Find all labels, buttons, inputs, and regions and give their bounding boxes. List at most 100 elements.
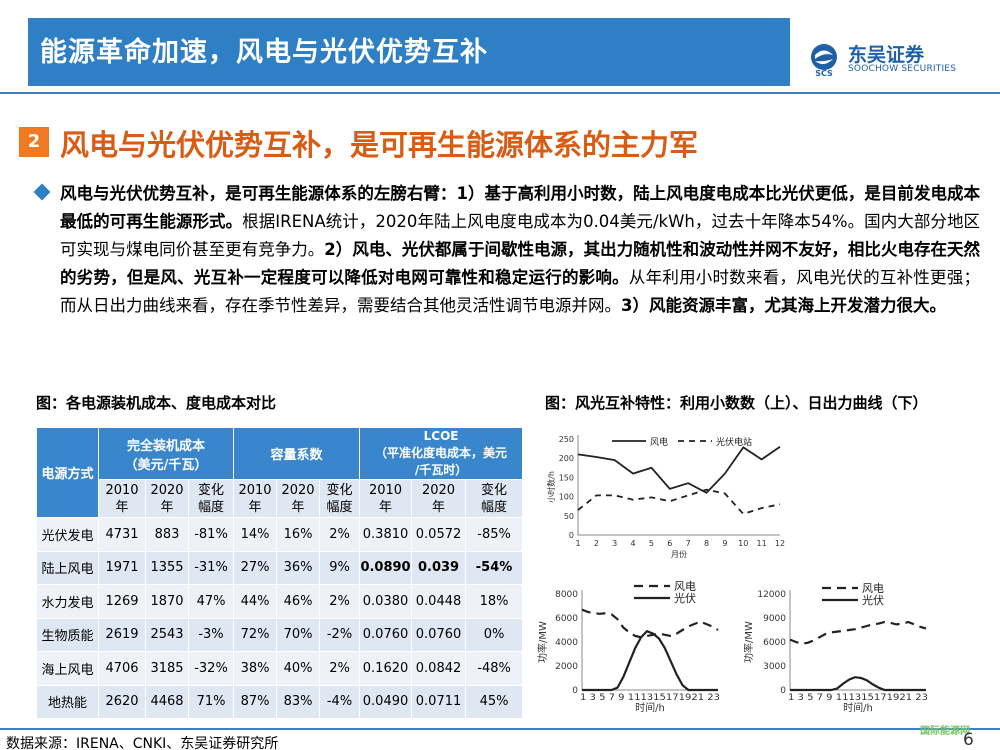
x-tick-label: 2 bbox=[594, 539, 599, 548]
body-text-2: 根据IRENA统计，2020年陆上风电度电成本为0.04美元/kWh，过去十年降… bbox=[60, 212, 981, 259]
x-axis-label: 时间/h bbox=[843, 701, 873, 714]
row-label: 生物质能 bbox=[36, 617, 99, 652]
body-paragraph: 风电与光伏优势互补，是可再生能源体系的左膀右臂：1）基于高利用小时数，陆上风电度… bbox=[60, 180, 980, 320]
table-header-install-cost: 完全装机成本 （美元/千瓦） bbox=[97, 427, 235, 480]
table-cell: 883 bbox=[145, 517, 189, 552]
table-subheader: 2020 年 bbox=[145, 479, 189, 518]
table-row: 水力发电 1269 1870 47% 44% 46% 2% 0.0380 0.0448 18% bbox=[36, 584, 524, 619]
data-source: 数据来源：IRENA、CNKI、东吴证券研究所 bbox=[6, 736, 279, 750]
table-cell: 0.0890 bbox=[359, 550, 413, 585]
table-cell: 2619 bbox=[98, 617, 146, 652]
table-cell: -4% bbox=[319, 684, 361, 719]
x-axis-label: 时间/h bbox=[635, 701, 665, 714]
table-cell: 0.0490 bbox=[359, 684, 413, 719]
table-subheader: 变化 幅度 bbox=[465, 479, 524, 518]
table-cell: 45% bbox=[465, 684, 524, 719]
utilization-hours-chart: 0501001502002501 2 3 4 5 6 7 8 9 10 11 12月份小时数/h风电光… bbox=[546, 435, 785, 559]
table-cell: 47% bbox=[187, 584, 235, 619]
table-row: 生物质能 2619 2543 -3% 72% 70% -2% 0.0760 0.0760 0% bbox=[36, 617, 524, 652]
x-tick-label: 10 bbox=[738, 539, 748, 548]
table-cell: 1971 bbox=[98, 550, 146, 585]
page-title: 能源革命加速，风电与光伏优势互补 bbox=[40, 37, 488, 68]
table-cell: 0.0842 bbox=[411, 651, 467, 686]
table-caption: 图：各电源装机成本、度电成本对比 bbox=[36, 394, 277, 412]
table-cell: 2543 bbox=[145, 617, 189, 652]
legend-label: 光伏电站 bbox=[716, 436, 752, 448]
series-line-1 bbox=[581, 608, 719, 639]
x-tick-label: 3 bbox=[612, 539, 617, 548]
table-cell: 4468 bbox=[145, 684, 189, 719]
y-tick-label: 100 bbox=[559, 493, 574, 502]
table-cell: 0.0572 bbox=[411, 517, 467, 552]
y-axis-label: 功率/MW bbox=[536, 621, 549, 663]
table-cell: 83% bbox=[276, 684, 321, 719]
table-cell: 2% bbox=[319, 584, 361, 619]
table-cell: 70% bbox=[276, 617, 321, 652]
table-cell: 0.1620 bbox=[359, 651, 413, 686]
x-tick-labels: 1 3 5 7 9 111315171921 23 bbox=[788, 693, 928, 703]
table-cell: 0.0711 bbox=[411, 684, 467, 719]
series-line-1 bbox=[577, 445, 781, 494]
table-cell: 36% bbox=[276, 550, 321, 585]
install-cost-label: 完全装机成本 （美元/千瓦） bbox=[124, 438, 208, 473]
y-tick-label: 0 bbox=[572, 686, 578, 696]
chart-caption: 图：风光互补特性：利用小数数（上）、日出力曲线（下） bbox=[545, 394, 928, 412]
legend-label: 风电 bbox=[650, 436, 668, 448]
y-tick-label: 200 bbox=[559, 454, 574, 463]
table-cell: 0.039 bbox=[411, 550, 467, 585]
series-line-2 bbox=[790, 676, 926, 692]
x-tick-labels: 1 3 5 7 9 111315171921 23 bbox=[580, 693, 720, 703]
section-number-badge: 2 bbox=[19, 127, 49, 157]
table-cell: 2620 bbox=[98, 684, 146, 719]
y-tick-label: 9000 bbox=[763, 614, 786, 624]
table-row: 海上风电 4706 3185 -32% 38% 40% 2% 0.1620 0.0842 -48% bbox=[36, 651, 524, 686]
logo-mark-icon: SCS bbox=[811, 44, 837, 78]
table-cell: -85% bbox=[465, 517, 524, 552]
table-cell: 46% bbox=[276, 584, 321, 619]
table-cell: 72% bbox=[233, 617, 278, 652]
logo-subtitle: SOOCHOW SECURITIES bbox=[848, 64, 957, 74]
table-cell: -54% bbox=[465, 550, 524, 585]
legend-label: 风电 bbox=[674, 580, 696, 593]
x-tick-label: 7 bbox=[686, 539, 691, 548]
body-bold-1: 风电与光伏优势互补，是可再生能源体系的左膀右臂：1）基于高利用小时数，陆上风电度… bbox=[60, 184, 980, 231]
daily-output-chart-1: 0 2000 4000 6000 8000 1 3 5 7 9 111315171921 … bbox=[536, 580, 720, 714]
body-bold-3: 2）风电、光伏都属于间歇性电源，其出力随机性和波动性并网不友好，相比火电存在天然… bbox=[60, 240, 980, 287]
table-cell: 40% bbox=[276, 651, 321, 686]
y-tick-label: 0 bbox=[780, 686, 786, 696]
table-subheader: 2020 年 bbox=[276, 479, 321, 518]
table-cell: 27% bbox=[233, 550, 278, 585]
table-cell: 3185 bbox=[145, 651, 189, 686]
table-cell: 4731 bbox=[98, 517, 146, 552]
table-cell: 0% bbox=[465, 617, 524, 652]
table-cell: -81% bbox=[187, 517, 235, 552]
table-row: 地热能 2620 4468 71% 87% 83% -4% 0.0490 0.0711 45% bbox=[36, 684, 524, 719]
table-cell: 1870 bbox=[145, 584, 189, 619]
table-cell: 44% bbox=[233, 584, 278, 619]
diamond-bullet-icon bbox=[33, 183, 51, 201]
table-cell: 14% bbox=[233, 517, 278, 552]
legend-label: 光伏 bbox=[862, 593, 884, 607]
table-cell: 87% bbox=[233, 684, 278, 719]
x-tick-label: 8 bbox=[704, 539, 709, 548]
y-tick-label: 250 bbox=[559, 435, 574, 444]
table-cell: 4706 bbox=[98, 651, 146, 686]
header-bar bbox=[28, 18, 790, 86]
table-cell: 9% bbox=[319, 550, 361, 585]
table-cell: 0.0760 bbox=[359, 617, 413, 652]
series-line-1 bbox=[789, 620, 927, 645]
x-axis-label: 月份 bbox=[671, 549, 687, 559]
logo-mark-text: SCS bbox=[815, 69, 833, 78]
footer-divider bbox=[0, 728, 1000, 730]
table-cell: 1269 bbox=[98, 584, 146, 619]
row-label: 陆上风电 bbox=[36, 550, 99, 585]
row-label: 水力发电 bbox=[36, 584, 99, 619]
y-tick-label: 50 bbox=[564, 512, 574, 521]
y-tick-label: 2000 bbox=[555, 662, 578, 672]
y-tick-label: 4000 bbox=[555, 638, 578, 648]
table-subheader: 2010 年 bbox=[98, 479, 146, 518]
table-cell: 18% bbox=[465, 584, 524, 619]
table-cell: 0.3810 bbox=[359, 517, 413, 552]
table-subheader: 变化 幅度 bbox=[319, 479, 361, 518]
table-row: 陆上风电 1971 1355 -31% 27% 36% 9% 0.0890 0.039 -54% bbox=[36, 550, 524, 585]
